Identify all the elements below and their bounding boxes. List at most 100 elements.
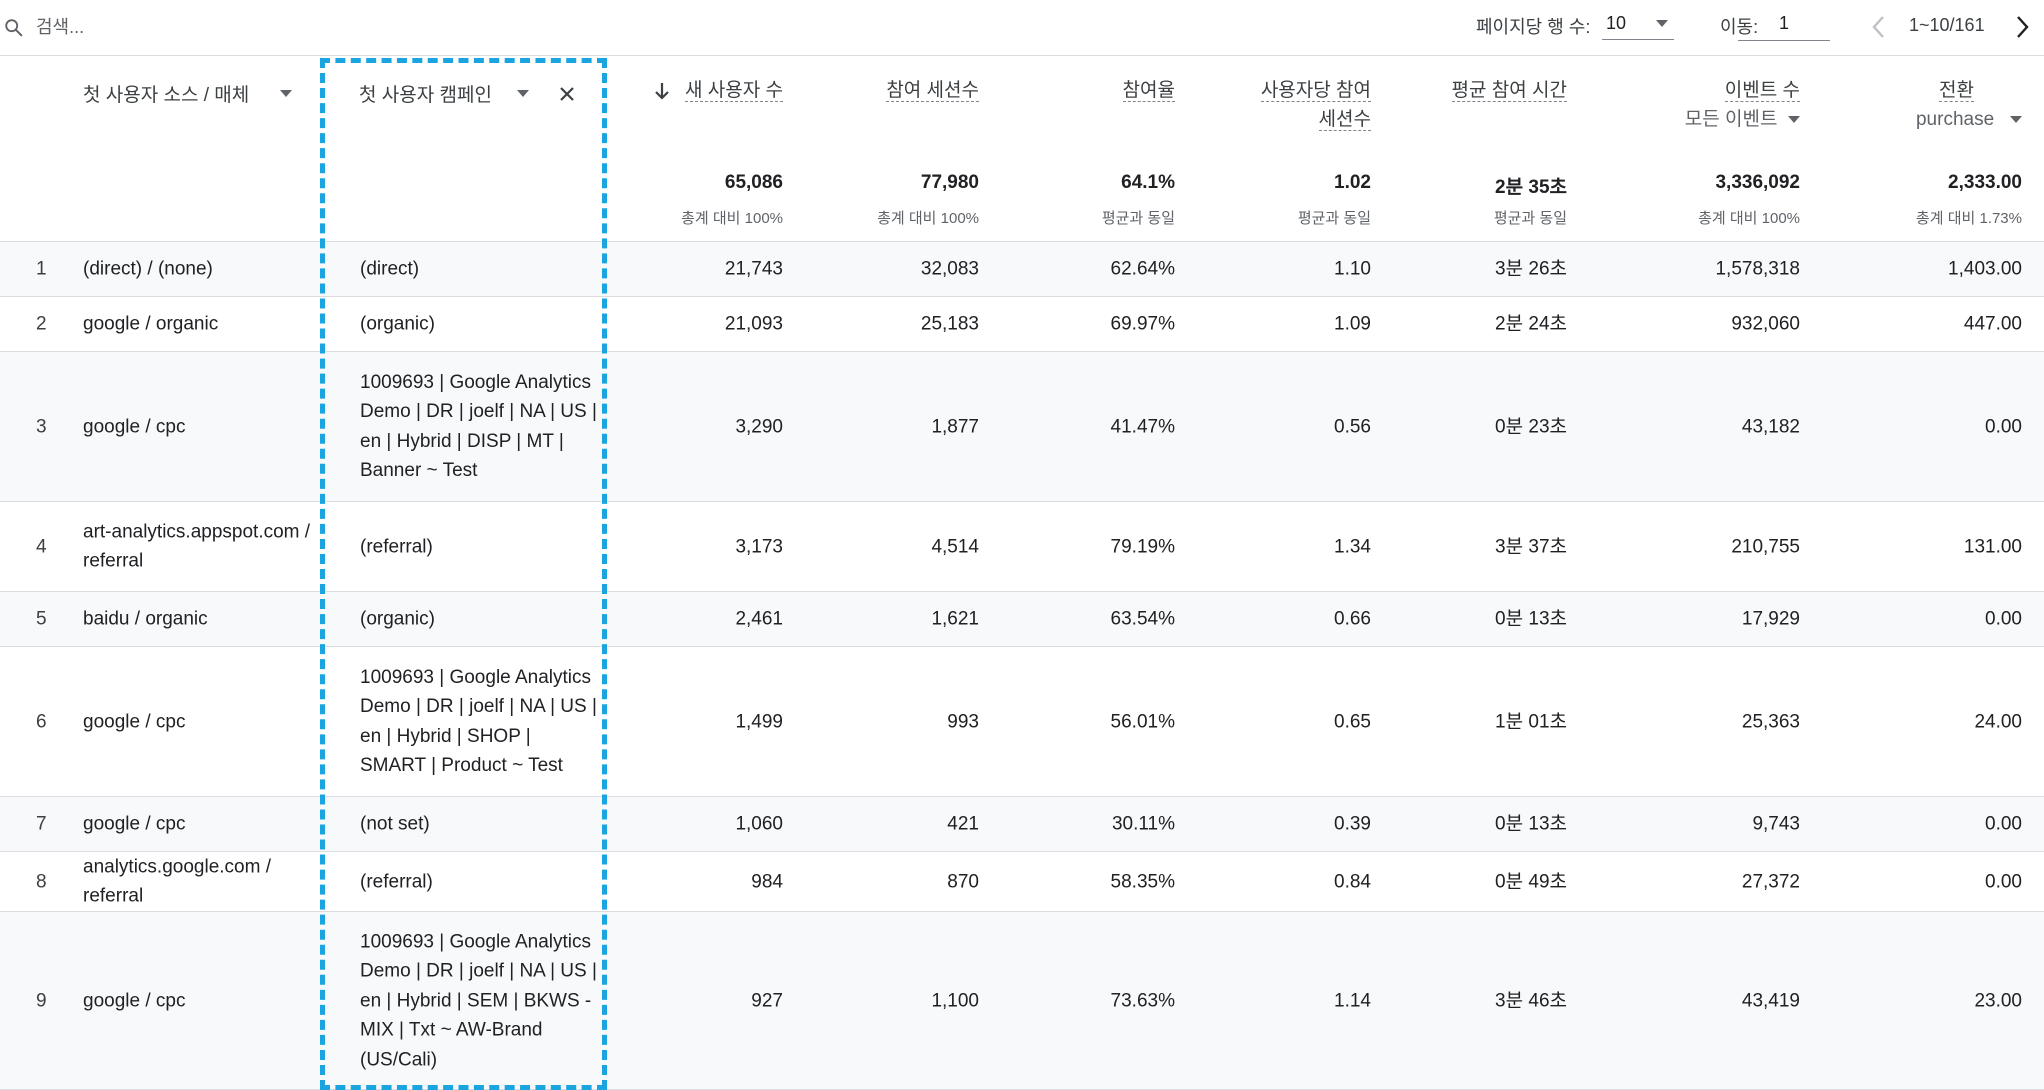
table-header: 첫 사용자 소스 / 매체 첫 사용자 캠페인 새 사용자 수 참여 세션수 참… (0, 56, 2044, 242)
table-row[interactable]: 7 google / cpc (not set) 1,060 421 30.11… (0, 797, 2044, 852)
metric-header-engagement-rate[interactable]: 참여율 (1122, 76, 1175, 105)
metric-header-label-line2: 세션수 (1318, 109, 1371, 131)
conversions-cell: 0.00 (1985, 415, 2022, 437)
conversions-cell: 131.00 (1963, 535, 2022, 557)
engaged-sessions-cell: 1,877 (931, 415, 979, 437)
event-count-cell: 932,060 (1731, 313, 1800, 335)
event-filter-select[interactable]: 모든 이벤트 (1685, 109, 1800, 130)
sessions-per-user-cell: 1.34 (1334, 535, 1371, 557)
table-row[interactable]: 1 (direct) / (none) (direct) 21,743 32,0… (0, 242, 2044, 297)
table-row[interactable]: 6 google / cpc 1009693 | Google Analytic… (0, 647, 2044, 797)
table-row[interactable]: 4 art-analytics.appspot.com / referral (… (0, 502, 2044, 592)
table-row[interactable]: 2 google / organic (organic) 21,093 25,1… (0, 297, 2044, 352)
engagement-rate-cell: 62.64% (1110, 258, 1175, 280)
avg-engagement-time-cell: 3분 26초 (1495, 258, 1567, 280)
metric-header-conversions[interactable]: 전환 purchase (1916, 76, 2022, 134)
new-users-cell: 2,461 (735, 608, 783, 630)
sessions-per-user-cell: 0.66 (1334, 608, 1371, 630)
source-medium-cell: art-analytics.appspot.com / referral (83, 521, 311, 572)
search-input[interactable] (36, 12, 436, 42)
event-count-cell: 9,743 (1752, 813, 1800, 835)
total-engagement-rate: 64.1% (1121, 172, 1175, 193)
engagement-rate-cell: 58.35% (1110, 870, 1175, 892)
new-users-cell: 3,290 (735, 415, 783, 437)
sessions-per-user-cell: 0.56 (1334, 415, 1371, 437)
engagement-rate-cell: 73.63% (1110, 989, 1175, 1011)
sort-descending-icon[interactable] (652, 80, 672, 102)
metric-header-label: 전환 (1939, 80, 1974, 102)
total-engaged-sessions: 77,980 (920, 172, 979, 193)
total-new-users: 65,086 (724, 172, 783, 193)
new-users-cell: 21,743 (724, 258, 783, 280)
table-row[interactable]: 8 analytics.google.com / referral (refer… (0, 852, 2044, 912)
avg-engagement-time-cell: 3분 37초 (1495, 535, 1567, 557)
avg-engagement-time-cell: 0분 13초 (1495, 608, 1567, 630)
engaged-sessions-cell: 1,621 (931, 608, 979, 630)
campaign-cell: 1009693 | Google Analytics Demo | DR | j… (360, 371, 597, 482)
table-row[interactable]: 9 google / cpc 1009693 | Google Analytic… (0, 912, 2044, 1090)
row-index: 4 (36, 535, 47, 557)
chevron-down-icon[interactable] (2010, 116, 2022, 124)
conversions-cell: 447.00 (1963, 313, 2022, 335)
metric-header-engaged-sessions[interactable]: 참여 세션수 (886, 76, 979, 105)
total-avg-engagement-time: 2분 35초 (1495, 177, 1567, 198)
dimension-header-source-medium[interactable]: 첫 사용자 소스 / 매체 (83, 80, 292, 107)
engagement-rate-cell: 79.19% (1110, 535, 1175, 557)
row-index: 6 (36, 710, 47, 732)
page-range-text: 1~10/161 (1909, 15, 1985, 35)
event-count-cell: 25,363 (1741, 710, 1800, 732)
rows-per-page-value: 10 (1606, 13, 1627, 33)
close-icon[interactable] (556, 83, 578, 105)
metric-header-label-line1: 사용자당 참여 (1260, 80, 1371, 102)
source-medium-cell: google / cpc (83, 989, 186, 1011)
engagement-rate-cell: 30.11% (1111, 813, 1175, 835)
row-index: 2 (36, 313, 47, 335)
row-index: 8 (36, 870, 47, 892)
chevron-down-icon (1656, 20, 1668, 27)
avg-engagement-time-cell: 0분 49초 (1495, 870, 1567, 892)
engaged-sessions-cell: 32,083 (920, 258, 979, 280)
table-row[interactable]: 3 google / cpc 1009693 | Google Analytic… (0, 352, 2044, 502)
avg-engagement-time-cell: 0분 23초 (1495, 415, 1567, 437)
engagement-rate-cell: 41.47% (1110, 415, 1175, 437)
avg-engagement-time-cell: 3분 46초 (1495, 989, 1567, 1011)
metric-header-label: 평균 참여 시간 (1451, 80, 1567, 102)
conversion-event-select[interactable]: purchase (1916, 109, 2022, 130)
sessions-per-user-cell: 1.10 (1334, 258, 1371, 280)
new-users-cell: 984 (751, 870, 783, 892)
total-conversions: 2,333.00 (1948, 172, 2022, 193)
row-index: 7 (36, 813, 47, 835)
sessions-per-user-cell: 0.39 (1334, 813, 1371, 835)
chevron-down-icon[interactable] (517, 90, 529, 97)
table-row[interactable]: 5 baidu / organic (organic) 2,461 1,621 … (0, 592, 2044, 647)
goto-page-input[interactable] (1738, 6, 1830, 41)
engaged-sessions-cell: 421 (947, 813, 979, 835)
engaged-sessions-cell: 1,100 (931, 989, 979, 1011)
chevron-down-icon[interactable] (1788, 116, 1800, 124)
metric-header-sessions-per-user[interactable]: 사용자당 참여 세션수 (1260, 76, 1371, 134)
next-page-icon[interactable] (2011, 12, 2035, 42)
conversions-cell: 0.00 (1985, 813, 2022, 835)
sessions-per-user-cell: 1.14 (1334, 989, 1371, 1011)
rows-per-page-label: 페이지당 행 수: (1476, 17, 1591, 37)
metric-header-event-count[interactable]: 이벤트 수 모든 이벤트 (1685, 76, 1800, 134)
total-engagement-rate-sub: 평균과 동일 (1101, 210, 1175, 227)
campaign-cell: (referral) (360, 535, 433, 557)
metric-header-new-users[interactable]: 새 사용자 수 (685, 76, 783, 105)
previous-page-icon[interactable] (1867, 12, 1891, 42)
conversions-cell: 24.00 (1974, 710, 2022, 732)
dimension-header-campaign[interactable]: 첫 사용자 캠페인 (359, 80, 529, 107)
conversion-event-value: purchase (1915, 109, 1995, 130)
chevron-down-icon[interactable] (280, 90, 292, 97)
rows-per-page-select[interactable]: 10 (1602, 6, 1674, 40)
metric-header-avg-engagement-time[interactable]: 평균 참여 시간 (1451, 76, 1567, 105)
row-index: 3 (36, 415, 47, 437)
campaign-cell: (not set) (360, 813, 430, 835)
engagement-rate-cell: 63.54% (1110, 608, 1175, 630)
search-icon[interactable] (3, 17, 25, 39)
avg-engagement-time-cell: 0분 13초 (1495, 813, 1567, 835)
source-medium-cell: google / cpc (83, 415, 186, 437)
dimension-header-label: 첫 사용자 소스 / 매체 (83, 85, 250, 106)
source-medium-cell: google / cpc (83, 710, 186, 732)
engaged-sessions-cell: 870 (947, 870, 979, 892)
